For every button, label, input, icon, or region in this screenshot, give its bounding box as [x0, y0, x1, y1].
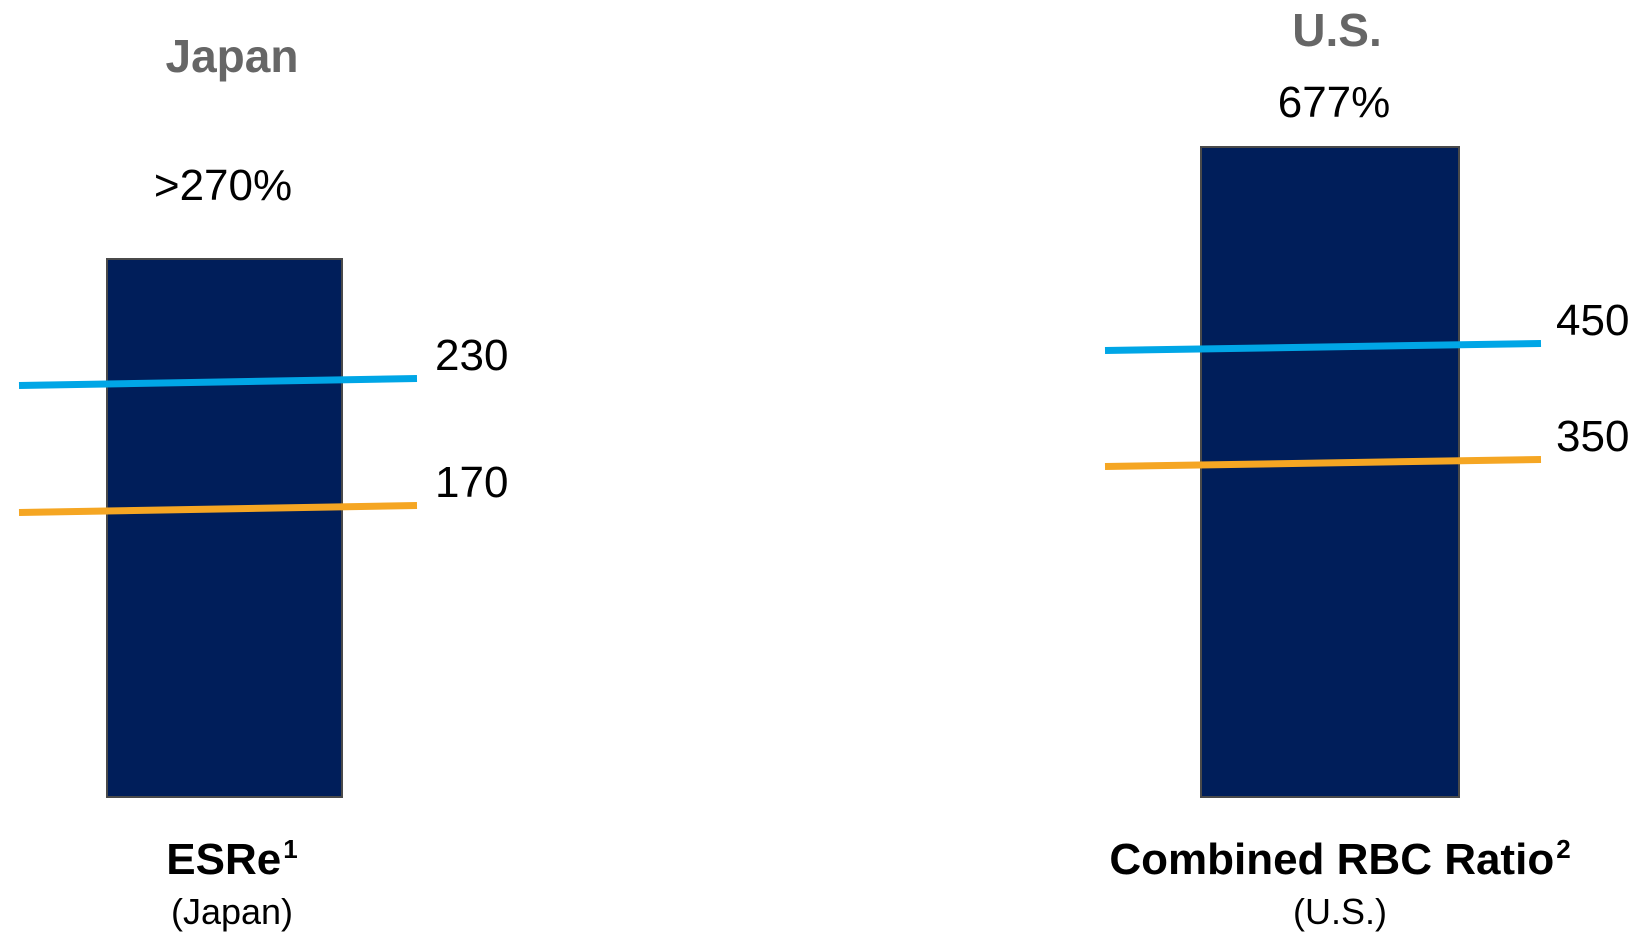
japan-threshold-line-230: [18, 375, 418, 389]
us-category-sublabel: (U.S.): [1293, 891, 1387, 932]
us-category-name: Combined RBC Ratio: [1109, 835, 1554, 884]
us-category-superscript: 2: [1556, 834, 1570, 864]
japan-category-sublabel: (Japan): [171, 891, 293, 932]
us-threshold-line-350: [1104, 456, 1542, 470]
japan-threshold-line-170: [18, 502, 418, 516]
japan-category-superscript: 1: [283, 834, 297, 864]
japan-category-label: ESRe1: [166, 834, 297, 884]
us-threshold-label-350: 350: [1556, 412, 1629, 461]
japan-category-name: ESRe: [166, 835, 281, 884]
us-bar: [1200, 146, 1460, 798]
japan-threshold-label-170: 170: [435, 458, 508, 507]
japan-threshold-label-230: 230: [435, 331, 508, 380]
us-category-label: Combined RBC Ratio2: [1109, 834, 1570, 884]
us-title: U.S.: [1292, 4, 1381, 56]
us-threshold-label-450: 450: [1556, 296, 1629, 345]
japan-bar: [106, 258, 343, 798]
us-threshold-line-450: [1104, 340, 1542, 354]
japan-value-label: >270%: [154, 161, 292, 210]
us-value-label: 677%: [1278, 78, 1391, 127]
japan-title: Japan: [166, 30, 299, 82]
